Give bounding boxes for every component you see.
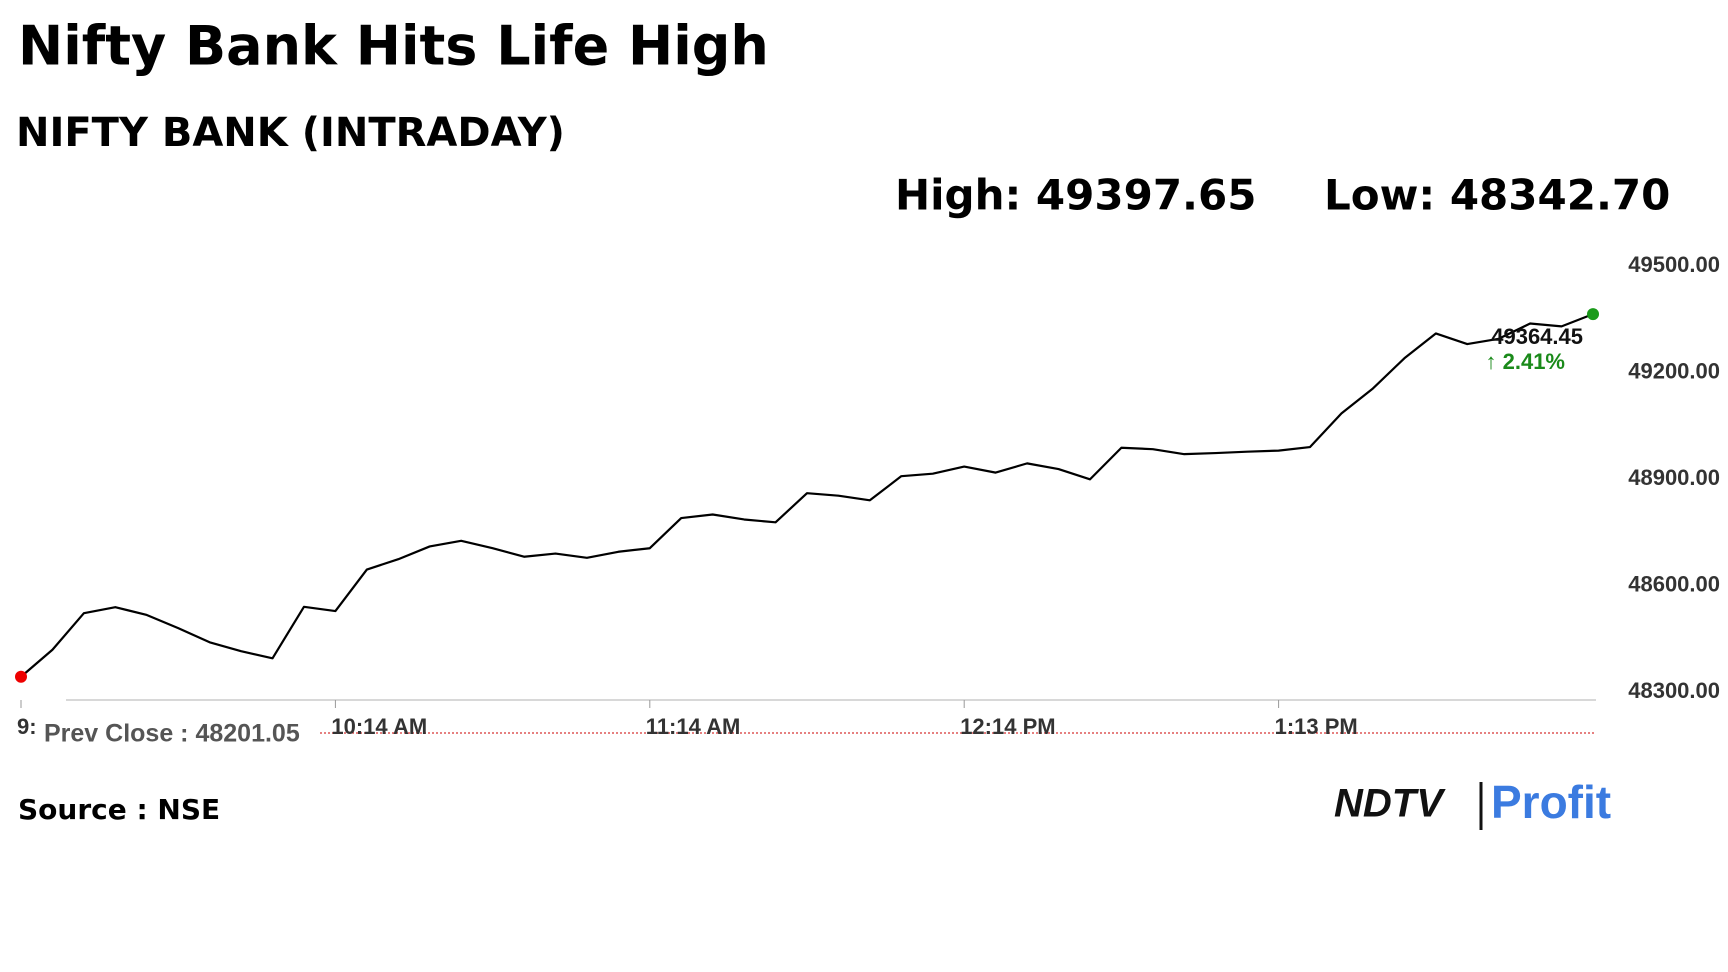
y-tick-label: 48300.00	[1628, 678, 1720, 703]
x-tick-label: 10:14 AM	[331, 714, 427, 739]
y-tick-label: 49500.00	[1628, 252, 1720, 277]
logo-profit: Profit	[1491, 776, 1611, 828]
source: Source : NSE	[18, 793, 220, 826]
last-value-label: 49364.45	[1491, 324, 1583, 349]
prev-close-box	[38, 718, 320, 748]
start-dot	[15, 670, 27, 683]
logo-ndtv: NDTV	[1334, 782, 1446, 826]
last-change-label: ↑ 2.41%	[1486, 349, 1566, 374]
y-tick-label: 49200.00	[1628, 358, 1720, 383]
x-tick-label: 12:14 PM	[960, 714, 1055, 739]
x-tick-label: 1:13 PM	[1275, 714, 1358, 739]
x-tick-label: 11:14 AM	[646, 714, 741, 739]
x-tick-label: 9:	[17, 714, 37, 739]
y-tick-label: 48900.00	[1628, 465, 1720, 490]
low-label: Low: 48342.70	[1324, 171, 1670, 220]
prev-close-label: Prev Close : 48201.05	[44, 720, 300, 748]
high-label: High: 49397.65	[895, 171, 1256, 220]
chart-title: Nifty Bank Hits Life High	[18, 15, 769, 78]
price-line	[20, 313, 1594, 678]
last-dot	[1587, 308, 1599, 321]
chart-subtitle: NIFTY BANK (INTRADAY)	[16, 110, 565, 156]
y-tick-label: 48600.00	[1628, 571, 1720, 596]
